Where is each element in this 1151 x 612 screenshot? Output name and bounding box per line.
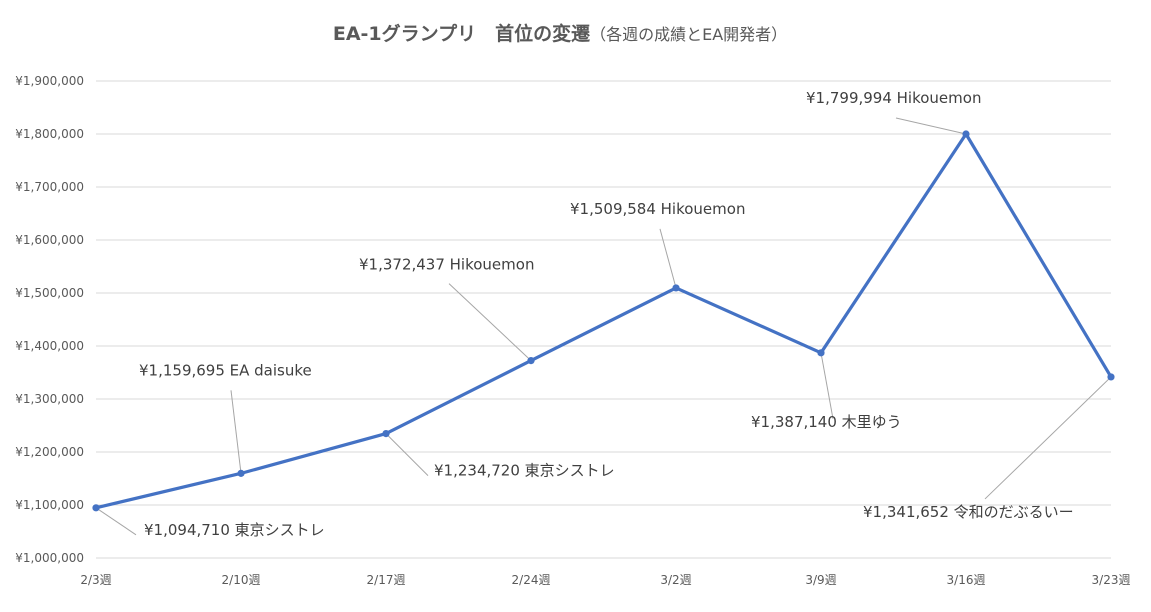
- data-label: ¥1,234,720 東京シストレ: [434, 462, 615, 480]
- x-tick-label: 3/23週: [1092, 573, 1131, 587]
- data-point: [382, 429, 390, 438]
- chart-title: EA-1グランプリ 首位の変遷（各週の成績とEA開発者）: [333, 22, 787, 45]
- data-point: [1107, 373, 1115, 381]
- y-tick-label: ¥1,800,000: [15, 127, 84, 141]
- x-axis-ticks: 2/3週 2/10週 2/17週 2/24週 3/2週 3/9週 3/16週 3/23週: [80, 573, 1130, 587]
- data-point: [527, 357, 535, 365]
- leader-line: [95, 507, 137, 536]
- x-tick-label: 3/9週: [805, 573, 836, 587]
- data-label: ¥1,372,437 Hikouemon: [359, 256, 534, 274]
- data-labels: ¥1,094,710 東京シストレ ¥1,159,695 EA daisuke ¥1…: [139, 89, 1074, 539]
- leader-lines: [95, 117, 1112, 536]
- x-tick-label: 2/17週: [367, 573, 406, 587]
- leader-line: [820, 352, 834, 419]
- data-label: ¥1,341,652 令和のだぶるいー: [863, 503, 1074, 521]
- chart-title-main: EA-1グランプリ 首位の変遷: [333, 22, 590, 45]
- y-tick-label: ¥1,900,000: [15, 74, 84, 88]
- leader-line: [230, 390, 242, 474]
- leader-line: [385, 433, 429, 476]
- data-point: [817, 349, 825, 357]
- y-tick-label: ¥1,500,000: [15, 286, 84, 300]
- x-tick-label: 2/3週: [80, 573, 111, 587]
- y-tick-label: ¥1,300,000: [15, 392, 84, 406]
- leader-line: [984, 376, 1112, 500]
- data-label: ¥1,799,994 Hikouemon: [806, 89, 981, 107]
- y-axis-ticks: ¥1,000,000 ¥1,100,000 ¥1,200,000 ¥1,300,000…: [15, 74, 84, 565]
- chart-subtitle: （各週の成績とEA開発者）: [590, 25, 787, 44]
- x-tick-label: 3/2週: [660, 573, 691, 587]
- data-point: [92, 504, 100, 512]
- data-point: [962, 130, 970, 138]
- data-label: ¥1,094,710 東京シストレ: [144, 521, 325, 539]
- y-tick-label: ¥1,600,000: [15, 233, 84, 247]
- series-line: [95, 132, 1113, 510]
- series-layer: [92, 130, 1115, 512]
- leader-line: [895, 117, 967, 135]
- x-tick-label: 2/24週: [512, 573, 551, 587]
- data-label: ¥1,509,584 Hikouemon: [570, 200, 745, 218]
- y-tick-label: ¥1,000,000: [15, 551, 84, 565]
- leader-line: [448, 283, 532, 361]
- data-label: ¥1,387,140 木里ゆう: [751, 413, 902, 431]
- x-tick-label: 2/10週: [222, 573, 261, 587]
- y-tick-label: ¥1,100,000: [15, 498, 84, 512]
- x-tick-label: 3/16週: [947, 573, 986, 587]
- leader-line: [659, 228, 677, 289]
- data-point: [672, 284, 680, 292]
- y-tick-label: ¥1,400,000: [15, 339, 84, 353]
- gridlines: [96, 80, 1111, 559]
- y-tick-label: ¥1,700,000: [15, 180, 84, 194]
- y-tick-label: ¥1,200,000: [15, 445, 84, 459]
- data-label: ¥1,159,695 EA daisuke: [139, 361, 312, 379]
- data-point: [237, 469, 245, 477]
